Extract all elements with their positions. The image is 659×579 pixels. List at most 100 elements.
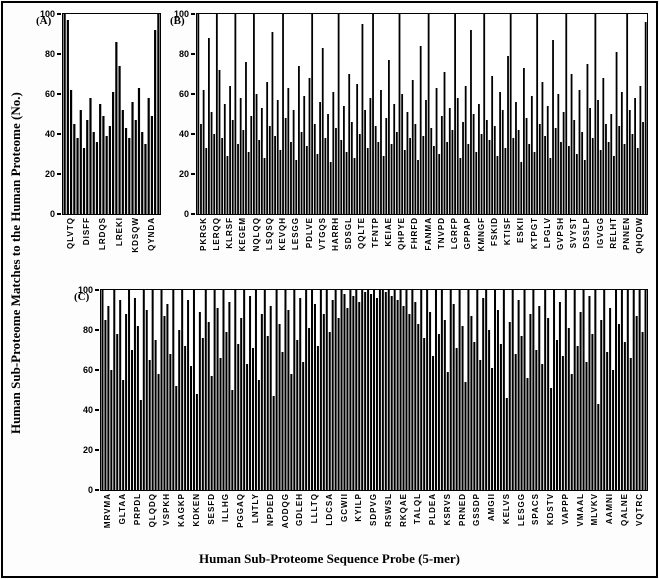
panel-c-bar-chart: 0 20 40 60 80 100 MRVMA GLTAA PRPDL QLQDQ VSPKH KAG… bbox=[78, 285, 648, 528]
y-tick-label: 80 bbox=[44, 49, 55, 59]
x-tick-label: KEGEM bbox=[238, 217, 248, 252]
x-tick-label: VTGQS bbox=[317, 217, 327, 251]
x-tick-label: SVYST bbox=[569, 217, 579, 249]
x-tick-label: PNNEN bbox=[622, 217, 632, 251]
y-tick-mark bbox=[57, 213, 61, 215]
x-tick-label: LSQSQ bbox=[264, 217, 274, 251]
y-tick-mark bbox=[191, 133, 195, 135]
x-tick-label: PKRGK bbox=[198, 217, 208, 251]
x-tick-label: GCWII bbox=[339, 493, 349, 522]
x-tick-label: LLLTQ bbox=[310, 493, 319, 524]
y-tick-label: 60 bbox=[44, 89, 55, 99]
panel-b-bar-chart: 0 20 40 60 80 100 PKRGK LERQQ KLRSF KEGEM NQLQQ LSQ… bbox=[174, 9, 648, 254]
y-tick-label: 20 bbox=[44, 169, 55, 179]
panel-c-label: (C) bbox=[74, 291, 90, 303]
y-tick-mark bbox=[191, 93, 195, 95]
x-tick-label: PRNED bbox=[457, 493, 467, 527]
x-tick-label: QQLTE bbox=[357, 217, 367, 249]
y-tick-label: 0 bbox=[49, 209, 55, 219]
y-tick-label: 20 bbox=[82, 445, 93, 455]
y-tick-mark bbox=[95, 289, 99, 291]
x-tick-label: NQLQQ bbox=[251, 217, 261, 252]
x-tick-label: LDCSA bbox=[324, 493, 334, 526]
x-tick-label: RSWSL bbox=[383, 493, 393, 527]
bars bbox=[63, 14, 160, 214]
x-tick-label: KEVQH bbox=[278, 217, 287, 251]
x-tick-label: QHQDW bbox=[635, 217, 645, 254]
x-tick-label: KTPGT bbox=[529, 217, 539, 250]
y-tick-label: 40 bbox=[178, 129, 189, 139]
x-tick-label: FANMA bbox=[423, 217, 433, 251]
x-tick-label: DSSLP bbox=[582, 217, 592, 249]
x-tick-label: VQTRC bbox=[634, 493, 644, 526]
x-tick-label: PRPDL bbox=[132, 493, 142, 526]
y-tick-mark bbox=[95, 369, 99, 371]
y-tick-label: 60 bbox=[82, 365, 93, 375]
x-tick-label: SESFD bbox=[206, 493, 216, 525]
x-tick-label: KSRVS bbox=[442, 493, 452, 526]
y-tick-label: 0 bbox=[87, 485, 93, 495]
panel-b-label: (B) bbox=[170, 15, 185, 27]
x-tick-label: ESKII bbox=[516, 217, 526, 243]
x-tick-label: RELHT bbox=[608, 217, 618, 249]
y-tick-label: 40 bbox=[82, 405, 93, 415]
x-tick-label: LESGG bbox=[291, 217, 301, 251]
x-tick-label: TALQL bbox=[413, 493, 423, 525]
y-tick-mark bbox=[95, 449, 99, 451]
x-tick-label: AAMNI bbox=[605, 493, 615, 525]
bars bbox=[197, 14, 647, 214]
y-tick-mark bbox=[57, 173, 61, 175]
x-tick-label: KYILP bbox=[354, 493, 364, 522]
y-tick-mark bbox=[57, 13, 61, 15]
x-tick-label: KDKEN bbox=[191, 493, 201, 527]
x-tick-label: RKQAE bbox=[398, 493, 408, 527]
x-tick-label: LESGG bbox=[516, 493, 526, 527]
y-tick-label: 20 bbox=[178, 169, 189, 179]
x-tick-label: GLTAA bbox=[118, 493, 128, 525]
x-tick-label: QYNDA bbox=[146, 217, 156, 251]
x-tick-label: MRVMA bbox=[103, 493, 113, 529]
x-tick-label: TNVPD bbox=[436, 217, 446, 250]
bars bbox=[101, 290, 647, 490]
y-tick-mark bbox=[95, 329, 99, 331]
y-tick-mark bbox=[191, 53, 195, 55]
x-tick-label: LNTLY bbox=[250, 493, 260, 524]
y-tick-mark bbox=[57, 93, 61, 95]
x-tick-label: SDSGL bbox=[344, 217, 354, 250]
y-tick-label: 100 bbox=[173, 9, 189, 19]
x-tick-label: PLDEA bbox=[428, 493, 437, 526]
x-tick-label: GVPSH bbox=[556, 217, 565, 251]
x-tick-label: AMGII bbox=[487, 493, 497, 522]
x-tick-label: PGGAQ bbox=[236, 493, 246, 528]
x-tick-label: IGVGG bbox=[595, 217, 605, 249]
y-tick-label: 60 bbox=[178, 89, 189, 99]
x-tick-label: TFNTP bbox=[370, 217, 380, 248]
y-tick-label: 100 bbox=[77, 285, 93, 295]
x-tick-label: LERQQ bbox=[211, 217, 221, 251]
y-tick-label: 100 bbox=[39, 9, 55, 19]
x-tick-label: GSSDP bbox=[472, 493, 482, 527]
x-tick-label: PDLVE bbox=[304, 217, 314, 249]
x-tick-label: QLVTQ bbox=[66, 217, 76, 249]
y-tick-label: 80 bbox=[178, 49, 189, 59]
x-tick-label: MLVKV bbox=[590, 493, 600, 526]
x-tick-label: LPGLV bbox=[542, 217, 552, 249]
y-tick-label: 80 bbox=[82, 325, 93, 335]
y-tick-mark bbox=[191, 213, 195, 215]
y-tick-mark bbox=[191, 173, 195, 175]
x-tick-label: FSKID bbox=[489, 217, 499, 246]
x-tick-label: LRDQS bbox=[98, 217, 108, 250]
y-tick-mark bbox=[57, 53, 61, 55]
panel-a-bar-chart: 0 20 40 60 80 100 QLVTQ DISFF LRDQS LREKI KDSQW QYN… bbox=[40, 9, 161, 253]
x-tick-label: DISFF bbox=[82, 217, 92, 246]
x-tick-label: VSPKH bbox=[162, 493, 172, 526]
x-tick-label: ILLHG bbox=[221, 493, 231, 522]
x-tick-label: KELVS bbox=[501, 493, 511, 525]
x-tick-label: LREKI bbox=[114, 217, 124, 246]
x-tick-label: QLQDQ bbox=[147, 493, 157, 528]
panel-a-label: (A) bbox=[36, 15, 52, 27]
x-tick-label: NPDED bbox=[265, 493, 275, 527]
x-tick-label: QHPYE bbox=[397, 217, 407, 251]
x-tick-label: HARRH bbox=[331, 217, 340, 251]
